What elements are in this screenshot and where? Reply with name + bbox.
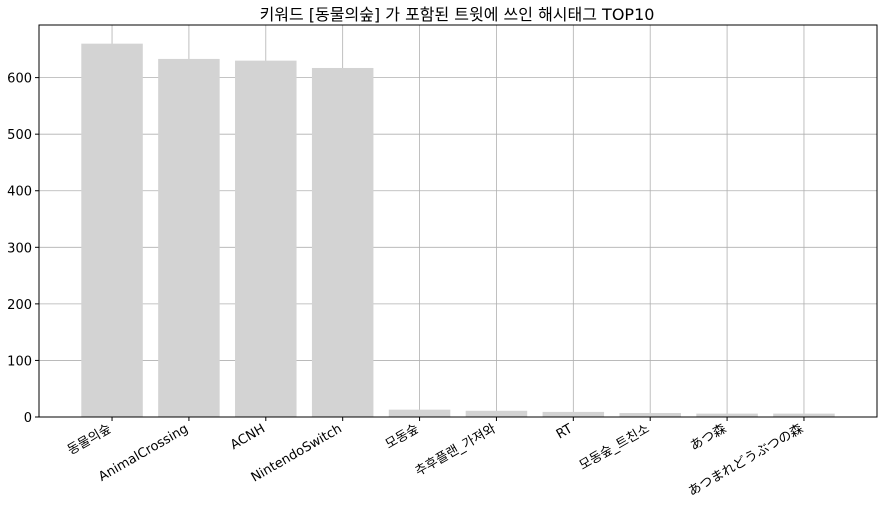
bar [235, 60, 297, 418]
y-tick-label: 0 [24, 411, 32, 426]
y-tick-label: 400 [7, 185, 32, 200]
x-tick-label: あつ森 [688, 421, 729, 453]
x-tick-label: RT [554, 421, 575, 442]
bar [81, 43, 143, 418]
x-tick-label: 모동숲 [383, 421, 422, 452]
bar [542, 411, 605, 417]
plot-frame [38, 24, 878, 418]
x-tick-label: 추후플랜_가져와 [413, 421, 499, 479]
x-tick-label: 모동숲_트친소 [577, 421, 652, 473]
x-tick-label: ACNH [228, 421, 268, 453]
y-tick-label: 300 [7, 241, 32, 256]
y-tick-label: 200 [7, 298, 32, 313]
bar [465, 410, 528, 417]
bar [773, 413, 835, 417]
bar [158, 58, 220, 417]
bar [696, 413, 758, 417]
bar [388, 409, 451, 417]
y-tick-label: 500 [7, 128, 32, 143]
chart-title: 키워드 [동물의숲] 가 포함된 트윗에 쓰인 해시태그 TOP10 [260, 5, 655, 24]
y-tick-label: 600 [7, 72, 32, 87]
bar [311, 67, 374, 417]
y-tick-label: 100 [7, 354, 32, 369]
bar [619, 413, 681, 417]
x-tick-label: 동물의숲 [65, 421, 114, 458]
